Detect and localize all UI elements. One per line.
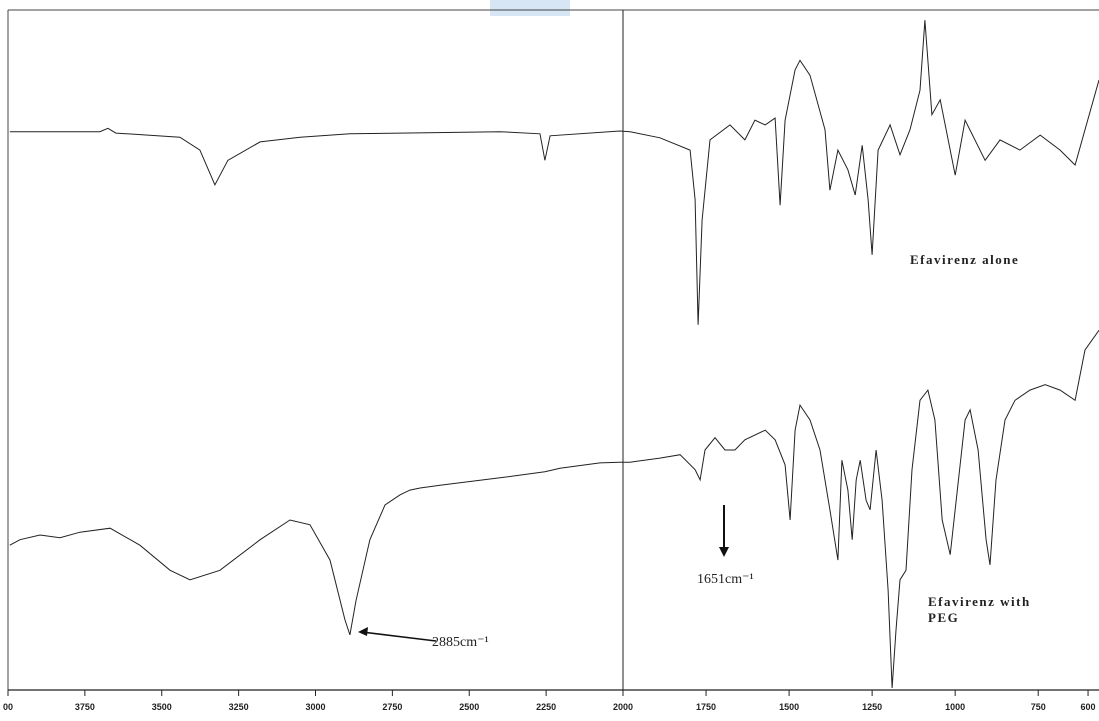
x-tick-label: 1250 <box>862 702 882 712</box>
series-label: Efavirenz alone <box>910 252 1020 267</box>
x-tick-label: 750 <box>1031 702 1046 712</box>
x-tick-label: 2000 <box>613 702 633 712</box>
annotation: 1651cm⁻¹ <box>697 572 754 587</box>
arrow <box>361 631 437 642</box>
annotation: 2885cm⁻¹ <box>432 635 489 650</box>
x-tick-label: 1750 <box>696 702 716 712</box>
decor <box>490 0 570 16</box>
x-tick-label: 00 <box>3 702 13 712</box>
x-tick-label: 2250 <box>536 702 556 712</box>
x-tick-label: 3000 <box>305 702 325 712</box>
x-tick-label: 600 <box>1081 702 1096 712</box>
series-label: Efavirenz with PEG <box>928 594 1031 625</box>
x-tick-label: 1000 <box>945 702 965 712</box>
x-tick-label: 2750 <box>382 702 402 712</box>
x-tick-label: 2500 <box>459 702 479 712</box>
spectrum-line <box>9 20 1099 325</box>
spectrum-line <box>9 330 1099 689</box>
x-tick-label: 3750 <box>75 702 95 712</box>
arrowhead <box>719 547 729 557</box>
arrowhead <box>358 627 368 636</box>
x-tick-label: 3250 <box>229 702 249 712</box>
x-tick-label: 1500 <box>779 702 799 712</box>
x-tick-label: 3500 <box>152 702 172 712</box>
